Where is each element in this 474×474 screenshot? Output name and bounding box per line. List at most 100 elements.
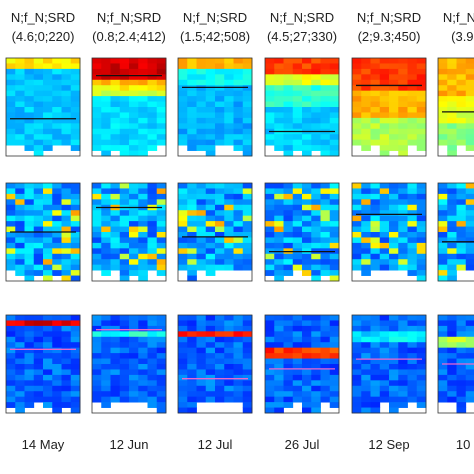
heatmap-cell (156, 139, 167, 146)
heatmap-cell (379, 123, 390, 130)
heatmap-cell (370, 320, 381, 327)
heatmap-cell (320, 358, 331, 365)
heatmap-cell (101, 385, 111, 392)
heatmap-cell (329, 325, 340, 332)
heatmap-cell (147, 364, 158, 370)
heatmap-cell (138, 347, 148, 354)
heatmap-cell (379, 264, 390, 271)
heatmap-cell (43, 112, 53, 119)
heatmap-cell (265, 101, 275, 108)
heatmap-cell (438, 270, 448, 276)
heatmap-cell (233, 242, 244, 249)
heatmap-cell (92, 336, 102, 343)
heatmap-cell (265, 358, 275, 365)
heatmap-cell (205, 85, 216, 92)
heatmap-cell (147, 331, 158, 338)
heatmap-cell (33, 90, 44, 97)
heatmap-cell (92, 369, 102, 376)
heatmap-cell (24, 259, 35, 266)
heatmap-cell (224, 325, 234, 332)
heatmap-cell (101, 248, 111, 255)
heatmap-cell (320, 237, 331, 244)
heatmap-cell (224, 58, 234, 64)
heatmap-cell (61, 226, 72, 233)
heatmap-cell (129, 331, 139, 338)
heatmap-cell (370, 369, 381, 376)
heatmap-cell (61, 199, 72, 206)
heatmap-cell (196, 215, 207, 222)
heatmap-cell (379, 336, 390, 343)
heatmap-cell (110, 68, 121, 75)
heatmap-cell (242, 396, 253, 403)
heatmap-cell (43, 215, 53, 222)
heatmap-cell (242, 353, 253, 359)
heatmap-cell (15, 380, 25, 387)
heatmap-cell (416, 325, 427, 332)
heatmap-cell (147, 199, 158, 206)
heatmap-cell (24, 320, 35, 327)
heatmap-cell (302, 407, 312, 414)
heatmap-cell (274, 90, 284, 97)
heatmap-cell (407, 320, 418, 327)
heatmap-cell (292, 204, 303, 211)
heatmap-cell (265, 215, 275, 222)
heatmap-cell (70, 331, 81, 338)
heatmap-cell (407, 199, 418, 206)
heatmap-cell (15, 79, 25, 86)
heatmap-cell (24, 68, 35, 75)
heatmap-cell (389, 85, 399, 92)
panel-frame (351, 182, 427, 282)
heatmap-cell (70, 325, 81, 332)
heatmap-cell (292, 336, 303, 343)
heatmap-cell (292, 315, 303, 321)
heatmap-cell (6, 96, 16, 102)
heatmap-cell (138, 369, 148, 376)
heatmap-cell (361, 188, 371, 195)
heatmap-cell (447, 336, 457, 343)
heatmap-cell (311, 380, 321, 387)
heatmap-cell (465, 112, 474, 119)
heatmap-cell (187, 117, 197, 124)
heatmap-cell (438, 264, 448, 271)
heatmap-cell (447, 90, 457, 97)
heatmap-cell (361, 85, 371, 92)
heatmap-cell (320, 107, 331, 113)
heatmap-cell (24, 215, 35, 222)
panel-frame (351, 57, 427, 157)
heatmap-cell (361, 96, 371, 102)
heatmap-cell (101, 226, 111, 233)
heatmap-cell (110, 226, 121, 233)
heatmap-cell (311, 210, 321, 217)
heatmap-cell (274, 259, 284, 266)
heatmap-cell (101, 331, 111, 338)
heatmap-cell (438, 128, 448, 135)
heatmap-cell (138, 215, 148, 222)
heatmap-cell (15, 183, 25, 189)
heatmap-cell (352, 320, 362, 327)
heatmap-cell (224, 96, 234, 102)
heatmap-cell (416, 226, 427, 233)
heatmap-cell (361, 226, 371, 233)
heatmap-cell (456, 232, 467, 238)
heatmap-cell (311, 407, 321, 414)
heatmap-cell (6, 134, 16, 141)
heatmap-cell (187, 204, 197, 211)
heatmap-cell (6, 68, 16, 75)
heatmap-cell (178, 210, 188, 217)
heatmap-cell (110, 112, 121, 119)
heatmap-cell (265, 226, 275, 233)
heatmap-cell (138, 79, 148, 86)
heatmap-cell (389, 374, 399, 381)
heatmap-cell (329, 336, 340, 343)
heatmap-cell (407, 385, 418, 392)
heatmap-cell (101, 112, 111, 119)
heatmap-cell (438, 188, 448, 195)
heatmap-cell (61, 183, 72, 189)
heatmap-cell (129, 380, 139, 387)
heatmap-cell (233, 79, 244, 86)
heatmap-cell (361, 331, 371, 338)
heatmap-cell (329, 221, 340, 227)
heatmap-cell (465, 342, 474, 349)
heatmap-cell (416, 347, 427, 354)
heatmap-cell (110, 237, 121, 244)
